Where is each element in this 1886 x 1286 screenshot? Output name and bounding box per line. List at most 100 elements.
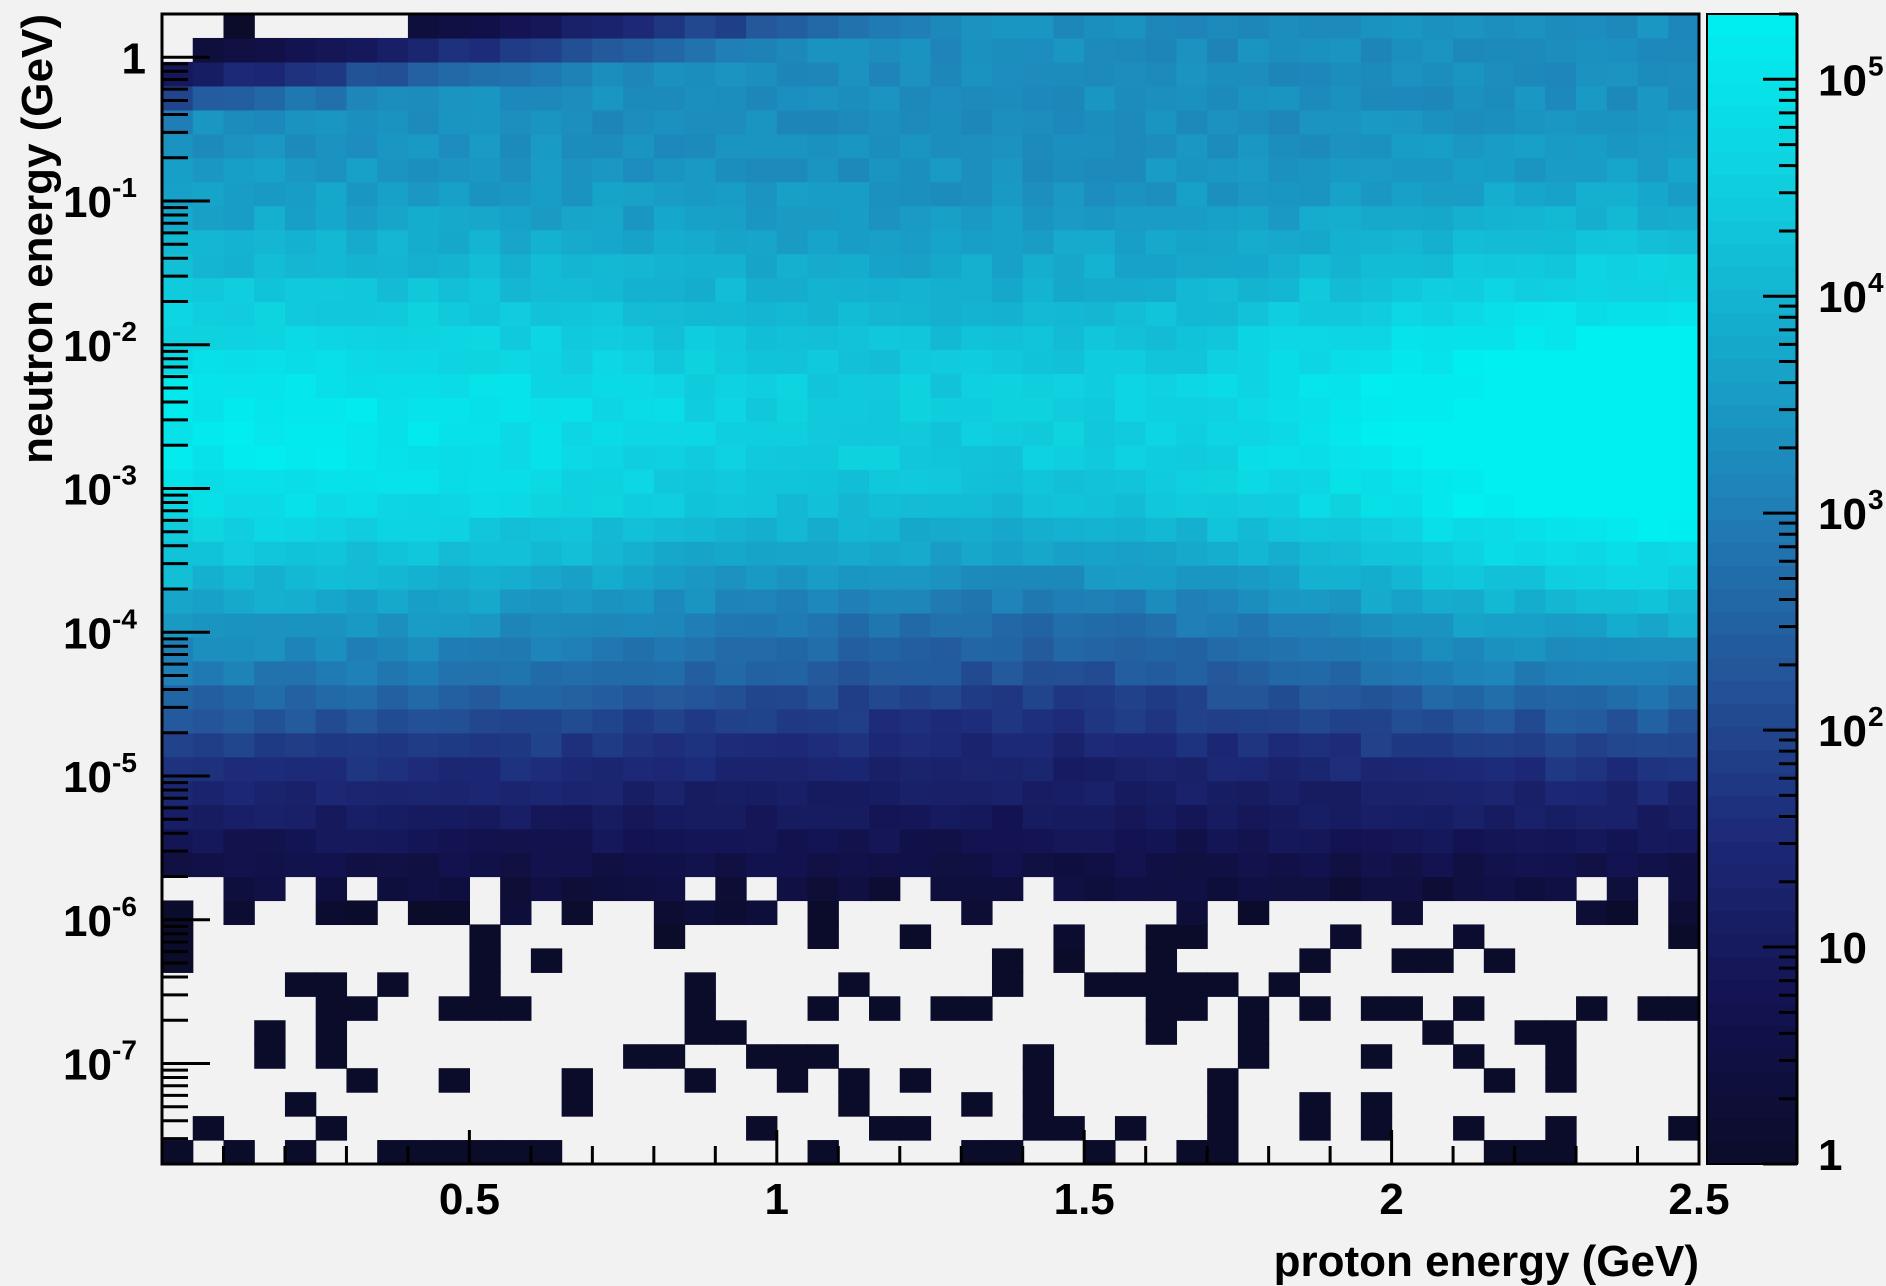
colorbar-tick-label-base: 10 (1818, 490, 1867, 539)
heatmap-cell (223, 469, 255, 494)
heatmap-cell (1637, 14, 1669, 39)
heatmap-cell (1606, 804, 1639, 830)
heatmap-cell (1053, 636, 1085, 662)
heatmap-cell (592, 876, 624, 902)
heatmap-cell (1483, 421, 1516, 446)
heatmap-cell (1576, 541, 1608, 566)
colorbar-step (1707, 1141, 1797, 1165)
heatmap-cell (1422, 157, 1454, 183)
heatmap-cell (1299, 636, 1331, 662)
heatmap-cell (1453, 325, 1485, 351)
heatmap-cell (684, 996, 716, 1021)
y-tick-label-base: 10 (63, 322, 112, 371)
heatmap-cell (284, 421, 317, 446)
heatmap-cell (1145, 229, 1178, 255)
heatmap-cell (407, 205, 440, 231)
colorbar-tick-label-exponent: 4 (1868, 267, 1884, 298)
heatmap-cell (1637, 541, 1669, 566)
heatmap-cell (284, 493, 317, 518)
heatmap-cell (1114, 612, 1147, 638)
heatmap-cell (1422, 253, 1454, 279)
heatmap-cell (1022, 852, 1055, 878)
heatmap-cell (500, 14, 532, 39)
heatmap-cell (1422, 14, 1454, 39)
heatmap-cell (776, 708, 809, 734)
heatmap-cell (162, 469, 194, 494)
heatmap-cell (407, 421, 440, 446)
heatmap-cell (1514, 277, 1546, 303)
heatmap-cell (1668, 924, 1700, 949)
heatmap-cell (684, 373, 716, 398)
heatmap-cell (1545, 852, 1577, 878)
heatmap-cell (438, 421, 470, 446)
colorbar-step (1707, 313, 1797, 337)
heatmap-cell (1360, 253, 1393, 279)
heatmap-cell (530, 109, 563, 135)
heatmap-cell (1483, 157, 1516, 183)
heatmap-cell (1668, 589, 1700, 614)
heatmap-cell (715, 660, 747, 686)
heatmap-cell (1391, 37, 1423, 63)
colorbar-tick-label-base: 10 (1818, 56, 1867, 105)
heatmap-cell (807, 229, 839, 255)
heatmap-cell (899, 493, 932, 518)
heatmap-cell (807, 181, 839, 207)
heatmap-cell (1084, 277, 1116, 303)
heatmap-cell (838, 732, 870, 758)
heatmap-cell (1053, 277, 1085, 303)
heatmap-cell (1237, 900, 1270, 926)
heatmap-cell (1022, 780, 1055, 806)
heatmap-cell (746, 253, 778, 279)
heatmap-cell (1330, 828, 1362, 854)
heatmap-cell (1391, 301, 1423, 327)
heatmap-cell (254, 37, 286, 63)
x-tick-label: 1 (765, 1175, 789, 1224)
heatmap-cell (561, 900, 593, 926)
heatmap-cell (684, 181, 716, 207)
heatmap-cell (1391, 229, 1423, 255)
heatmap-cell (653, 660, 686, 686)
heatmap-cell (1145, 780, 1178, 806)
heatmap-cell (500, 1140, 532, 1165)
heatmap-cell (991, 612, 1024, 638)
heatmap-cell (1360, 852, 1393, 878)
heatmap-cell (1268, 397, 1300, 422)
heatmap-cell (1422, 109, 1454, 135)
heatmap-cell (991, 157, 1024, 183)
heatmap-cell (1237, 14, 1270, 39)
heatmap-cell (1084, 229, 1116, 255)
heatmap-cell (991, 181, 1024, 207)
heatmap-cell (776, 181, 809, 207)
heatmap-cell (991, 804, 1024, 830)
heatmap-cell (1022, 1068, 1055, 1093)
heatmap-cell (162, 133, 194, 159)
heatmap-cell (377, 541, 409, 566)
heatmap-cell (1453, 996, 1485, 1021)
heatmap-cell (1422, 589, 1454, 614)
heatmap-cell (653, 852, 686, 878)
heatmap-cell (592, 636, 624, 662)
heatmap-cell (961, 1092, 993, 1117)
heatmap-cell (530, 660, 563, 686)
heatmap-cell (500, 780, 532, 806)
heatmap-cell (438, 37, 470, 63)
heatmap-cell (653, 253, 686, 279)
heatmap-cell (1176, 780, 1208, 806)
heatmap-cell (1022, 445, 1055, 470)
heatmap-cell (1576, 325, 1608, 351)
heatmap-cell (1391, 253, 1423, 279)
heatmap-cell (776, 397, 809, 422)
heatmap-cell (1299, 828, 1331, 854)
y-tick-label: 10 -7 (63, 1035, 137, 1090)
heatmap-cell (1391, 397, 1423, 422)
heatmap-cell (1483, 876, 1516, 902)
heatmap-cell (746, 732, 778, 758)
heatmap-cell (284, 1140, 317, 1165)
heatmap-cell (377, 852, 409, 878)
heatmap-cell (1545, 828, 1577, 854)
heatmap-cell (1483, 277, 1516, 303)
heatmap-cell (192, 636, 225, 662)
heatmap-cell (869, 85, 901, 111)
heatmap-cell (1360, 301, 1393, 327)
heatmap-cell (838, 469, 870, 494)
